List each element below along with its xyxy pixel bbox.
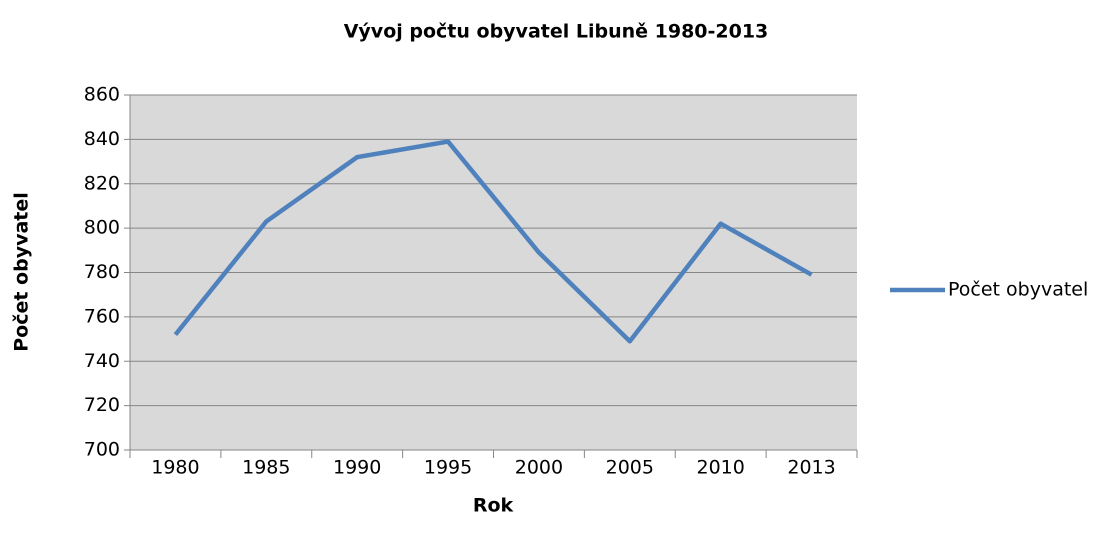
y-tick-label: 760 [84,305,120,327]
y-tick-label: 740 [84,350,120,372]
y-tick-label: 800 [84,217,120,239]
data-line [173,139,813,344]
y-tick-label: 840 [84,128,120,150]
x-tick-label: 1990 [333,457,381,479]
chart-title: Vývoj počtu obyvatel Libuně 1980-2013 [344,21,769,43]
legend-label: Počet obyvatel [948,279,1088,301]
x-axis-label: Rok [473,495,514,517]
x-tick-label: 2013 [787,457,835,479]
y-tick-label: 780 [84,261,120,283]
y-tick-label: 860 [84,84,120,106]
x-tick-label: 2005 [606,457,654,479]
y-tick-label: 820 [84,172,120,194]
x-tick-label: 2010 [697,457,745,479]
y-tick-label: 720 [84,394,120,416]
y-axis-label: Počet obyvatel [11,192,33,352]
x-tick-label: 1980 [151,457,199,479]
x-tick-label: 1995 [424,457,472,479]
x-tick-label: 1985 [242,457,290,479]
y-tick-label: 700 [84,439,120,461]
x-tick-label: 2000 [515,457,563,479]
